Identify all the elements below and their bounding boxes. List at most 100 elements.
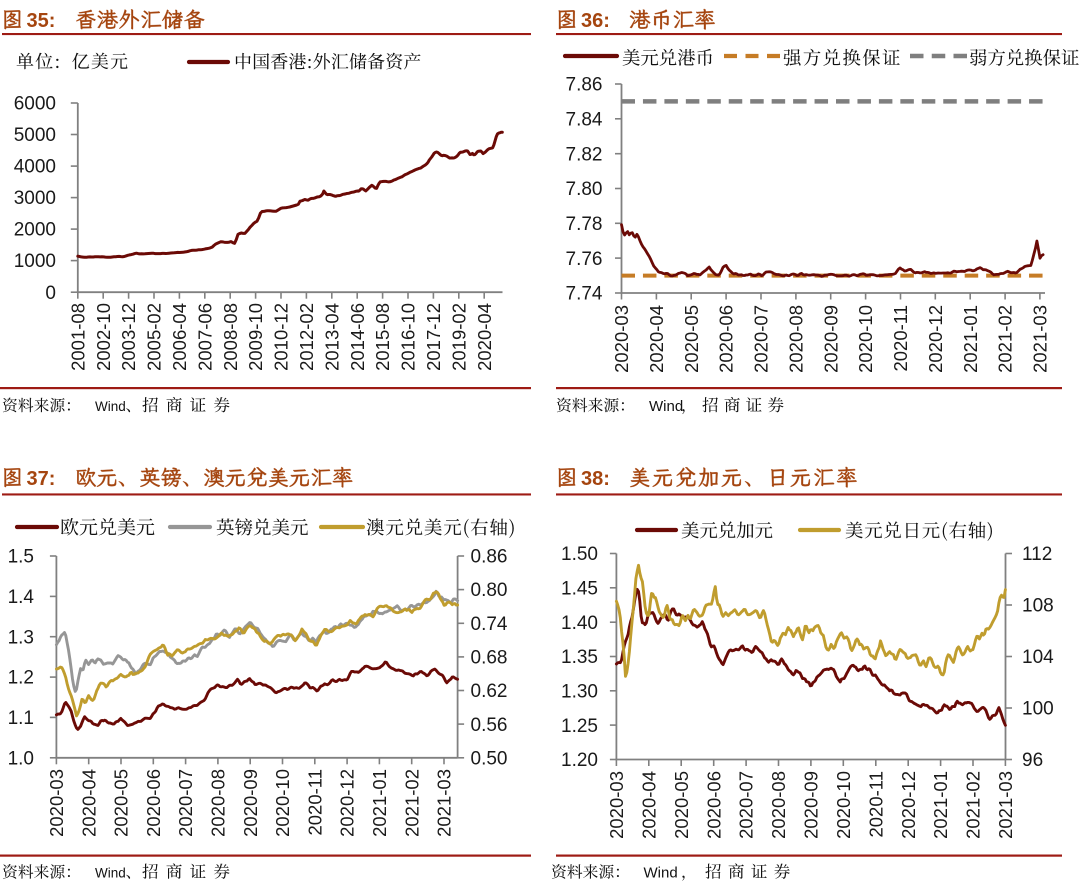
- svg-text:104: 104: [1022, 647, 1054, 668]
- svg-text:Wind: Wind: [95, 399, 126, 414]
- svg-text:1.2: 1.2: [8, 668, 34, 689]
- svg-text:2020-12: 2020-12: [898, 771, 919, 839]
- svg-text:2020-11: 2020-11: [865, 771, 886, 838]
- svg-text:2020-05: 2020-05: [671, 771, 692, 839]
- svg-text:2020-07: 2020-07: [736, 771, 757, 839]
- svg-text:1000: 1000: [14, 251, 56, 272]
- svg-text:2019-02: 2019-02: [448, 303, 469, 371]
- svg-text:1.20: 1.20: [561, 750, 598, 771]
- svg-text:2020-03: 2020-03: [46, 769, 67, 837]
- svg-text:2020-11: 2020-11: [890, 305, 911, 372]
- svg-text:2000: 2000: [14, 220, 56, 241]
- svg-text:2003-12: 2003-12: [118, 303, 139, 371]
- svg-text:2020-09: 2020-09: [240, 769, 261, 837]
- svg-text:2020-08: 2020-08: [786, 305, 807, 373]
- svg-text:38:: 38:: [581, 468, 610, 490]
- svg-text:35:: 35:: [27, 10, 56, 32]
- svg-text:7.86: 7.86: [566, 75, 603, 96]
- svg-text:Wind: Wind: [95, 866, 126, 881]
- svg-text:2020-10: 2020-10: [272, 769, 293, 837]
- svg-text:2020-12: 2020-12: [337, 769, 358, 837]
- svg-text:0.74: 0.74: [471, 614, 508, 635]
- svg-text:2013-04: 2013-04: [321, 303, 342, 371]
- svg-text:1.35: 1.35: [561, 647, 598, 668]
- svg-text:2020-10: 2020-10: [833, 771, 854, 839]
- svg-text:2020-03: 2020-03: [611, 305, 632, 373]
- svg-text:0.68: 0.68: [471, 648, 508, 669]
- svg-text:1.5: 1.5: [8, 547, 34, 568]
- svg-text:2002-10: 2002-10: [93, 303, 114, 371]
- svg-text:2020-04: 2020-04: [638, 771, 659, 839]
- svg-text:1.0: 1.0: [8, 748, 34, 769]
- svg-text:2020-11: 2020-11: [304, 769, 325, 836]
- svg-text:2020-05: 2020-05: [111, 769, 132, 837]
- svg-text:2020-03: 2020-03: [606, 771, 627, 839]
- svg-text:4000: 4000: [14, 157, 56, 178]
- svg-text:100: 100: [1022, 699, 1054, 720]
- svg-text:2010-12: 2010-12: [271, 303, 292, 371]
- svg-text:2015-08: 2015-08: [372, 303, 393, 371]
- svg-text:0.56: 0.56: [471, 715, 508, 736]
- svg-text:0.50: 0.50: [471, 748, 508, 769]
- svg-text:1.40: 1.40: [561, 613, 598, 634]
- svg-text:2008-08: 2008-08: [220, 303, 241, 371]
- svg-text:2020-06: 2020-06: [716, 305, 737, 373]
- svg-text:Wind: Wind: [649, 398, 683, 415]
- svg-text:2021-03: 2021-03: [434, 769, 455, 837]
- svg-text:7.84: 7.84: [566, 109, 603, 130]
- svg-text:1.4: 1.4: [8, 587, 35, 608]
- svg-text:0: 0: [45, 283, 56, 304]
- svg-text:2005-02: 2005-02: [144, 303, 165, 371]
- svg-text:7.74: 7.74: [566, 284, 603, 305]
- svg-text:2020-09: 2020-09: [801, 771, 822, 839]
- svg-text:2020-05: 2020-05: [681, 305, 702, 373]
- svg-text:1.25: 1.25: [561, 716, 598, 737]
- svg-text:37:: 37:: [27, 468, 56, 490]
- svg-text:2020-06: 2020-06: [143, 769, 164, 837]
- svg-text:1.30: 1.30: [561, 681, 598, 702]
- svg-text:2021-01: 2021-01: [960, 305, 981, 373]
- svg-text:7.76: 7.76: [566, 249, 603, 270]
- svg-text:1.45: 1.45: [561, 578, 598, 599]
- svg-text:2021-02: 2021-02: [963, 771, 984, 839]
- svg-text:1.50: 1.50: [561, 544, 598, 565]
- svg-text:2020-04: 2020-04: [474, 303, 495, 371]
- svg-text:1.1: 1.1: [8, 708, 34, 729]
- svg-text:0.62: 0.62: [471, 681, 508, 702]
- svg-text:2021-02: 2021-02: [401, 769, 422, 837]
- svg-text:108: 108: [1022, 596, 1054, 617]
- svg-text:2016-10: 2016-10: [398, 303, 419, 371]
- svg-text:1.3: 1.3: [8, 627, 34, 648]
- svg-text:36:: 36:: [581, 10, 610, 32]
- svg-text:2020-04: 2020-04: [78, 769, 99, 837]
- svg-text:6000: 6000: [14, 94, 56, 115]
- svg-text:5000: 5000: [14, 125, 56, 146]
- svg-text:2020-08: 2020-08: [208, 769, 229, 837]
- svg-text:2020-04: 2020-04: [646, 305, 667, 373]
- svg-text:2021-03: 2021-03: [1030, 305, 1051, 373]
- svg-text:2014-06: 2014-06: [347, 303, 368, 371]
- svg-text:2020-08: 2020-08: [768, 771, 789, 839]
- svg-text:2017-12: 2017-12: [423, 303, 444, 371]
- svg-text:7.82: 7.82: [566, 144, 603, 165]
- svg-text:2021-02: 2021-02: [995, 305, 1016, 373]
- svg-text:2001-08: 2001-08: [67, 303, 88, 371]
- svg-text:2020-09: 2020-09: [820, 305, 841, 373]
- svg-text:2020-10: 2020-10: [855, 305, 876, 373]
- svg-text:0.80: 0.80: [471, 580, 508, 601]
- svg-text:0.86: 0.86: [471, 547, 508, 568]
- svg-text:2020-06: 2020-06: [703, 771, 724, 839]
- svg-text:2020-12: 2020-12: [925, 305, 946, 373]
- svg-text:3000: 3000: [14, 188, 56, 209]
- svg-text:2021-01: 2021-01: [930, 771, 951, 839]
- svg-text:2021-03: 2021-03: [995, 771, 1016, 839]
- svg-text:2007-06: 2007-06: [194, 303, 215, 371]
- svg-text:7.80: 7.80: [566, 179, 603, 200]
- svg-text:2020-07: 2020-07: [751, 305, 772, 373]
- svg-text:7.78: 7.78: [566, 214, 603, 235]
- svg-text:2020-07: 2020-07: [175, 769, 196, 837]
- svg-text:2012-02: 2012-02: [296, 303, 317, 371]
- svg-text:2009-10: 2009-10: [245, 303, 266, 371]
- svg-text:112: 112: [1022, 544, 1052, 565]
- svg-text:2006-04: 2006-04: [169, 303, 190, 371]
